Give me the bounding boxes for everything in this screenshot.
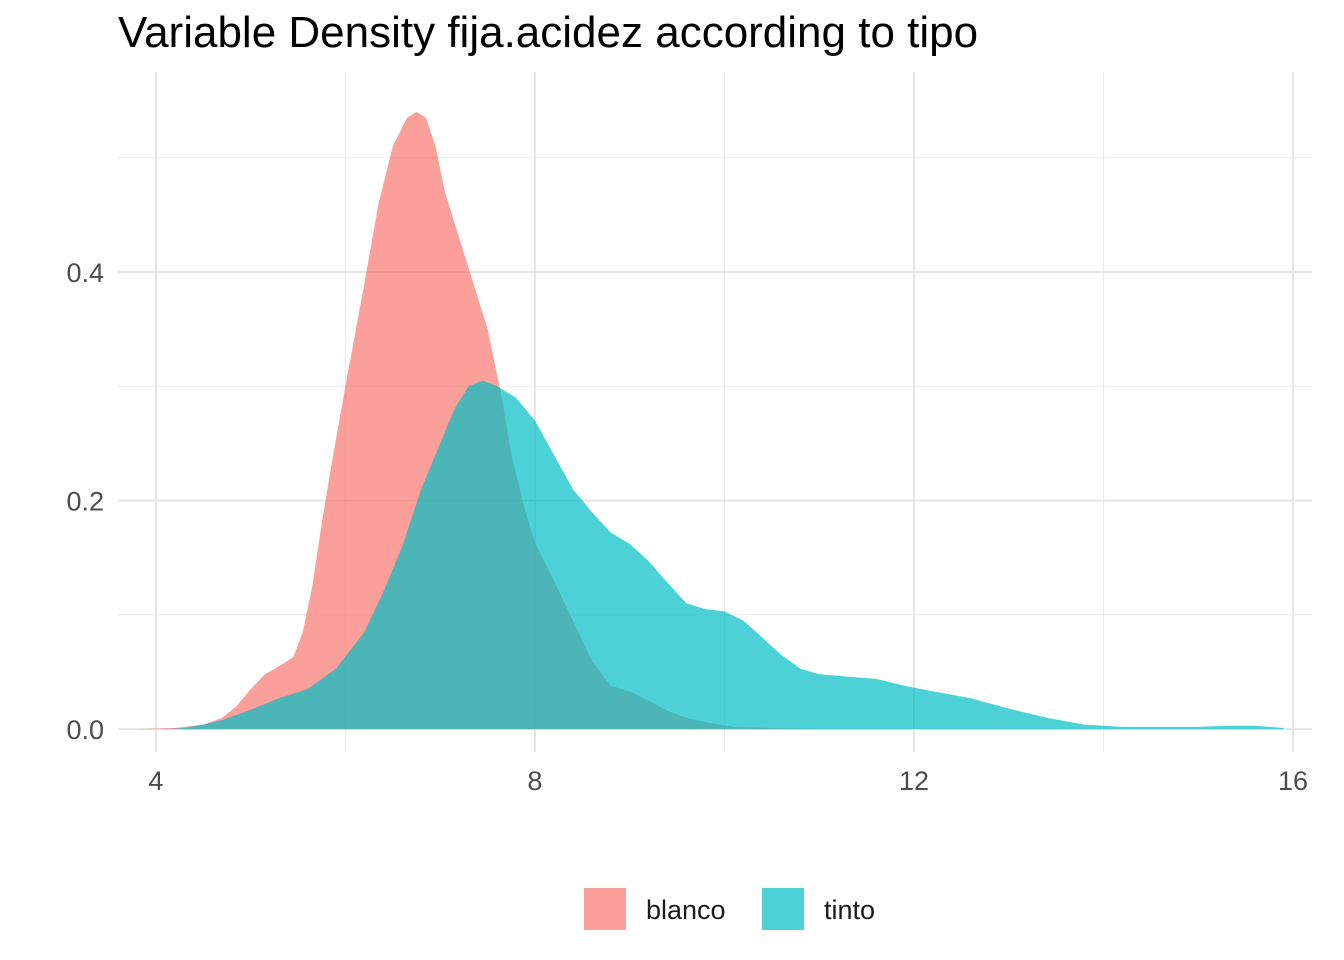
x-tick-label: 4 <box>148 766 163 796</box>
y-tick-label: 0.4 <box>66 258 104 288</box>
x-tick-label: 8 <box>527 766 542 796</box>
x-tick-label: 12 <box>899 766 929 796</box>
y-tick-label: 0.2 <box>66 487 104 517</box>
legend-item-blanco: blanco <box>584 888 726 930</box>
legend-swatch-tinto <box>762 888 804 930</box>
density-area-blanco <box>137 112 1123 730</box>
legend-label-blanco: blanco <box>646 895 726 925</box>
legend: blanco tinto <box>584 888 875 930</box>
area-layer <box>137 112 1284 730</box>
y-tick-label: 0.0 <box>66 715 104 745</box>
legend-label-tinto: tinto <box>824 895 875 925</box>
legend-item-tinto: tinto <box>762 888 875 930</box>
chart-title: Variable Density fija.acidez according t… <box>118 8 979 57</box>
x-tick-label: 16 <box>1278 766 1308 796</box>
legend-swatch-blanco <box>584 888 626 930</box>
grid-layer <box>118 72 1312 752</box>
axis-layer: 4 8 12 16 0.0 0.2 0.4 <box>66 258 1308 796</box>
density-area-tinto <box>165 380 1284 730</box>
